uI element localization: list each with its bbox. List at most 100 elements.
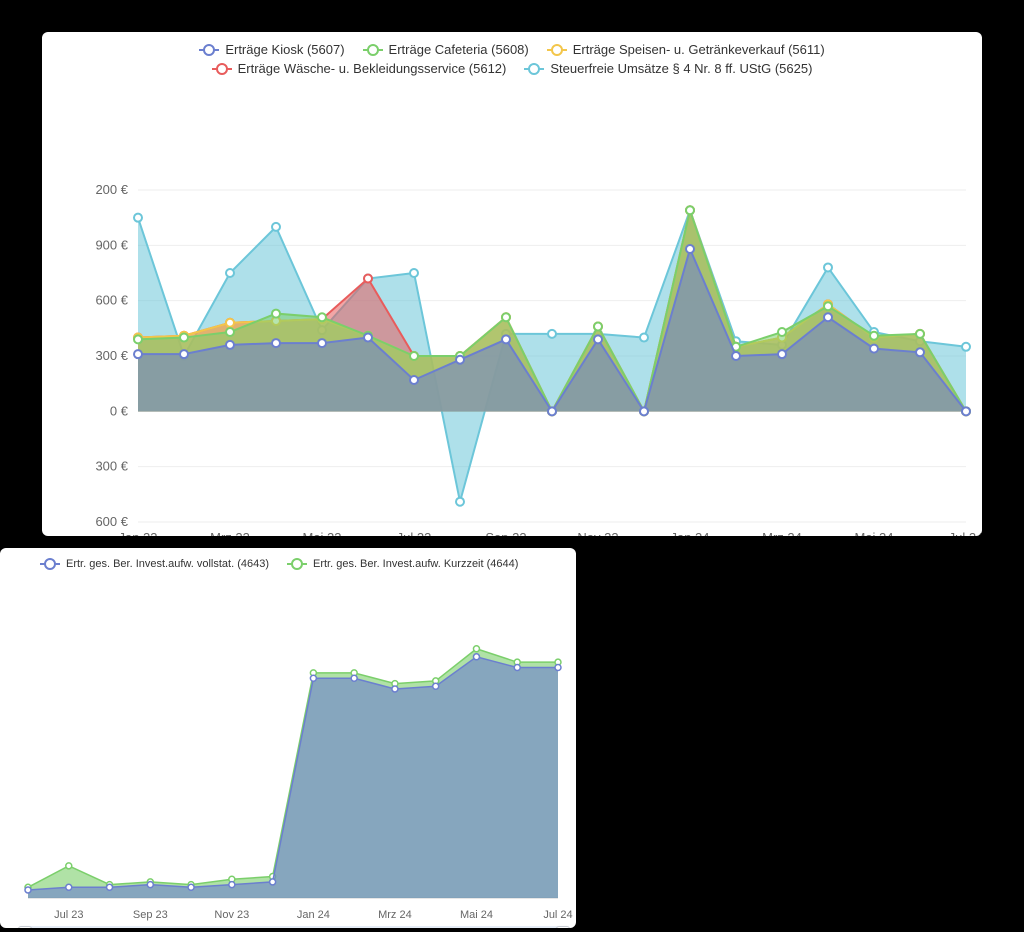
chart2-range-handle-left[interactable]: [18, 926, 32, 928]
marker-speisen-2[interactable]: [226, 319, 234, 327]
svg-text:Jan 24: Jan 24: [670, 530, 709, 536]
marker-steuerfrei-9[interactable]: [548, 330, 556, 338]
svg-text:Mai 24: Mai 24: [854, 530, 893, 536]
marker-kiosk-18[interactable]: [962, 407, 970, 415]
svg-text:Mai 23: Mai 23: [302, 530, 341, 536]
revenue-chart-panel: Erträge Kiosk (5607) Erträge Cafeteria (5…: [42, 32, 982, 536]
marker-kiosk-15[interactable]: [824, 313, 832, 321]
marker-kiosk-8[interactable]: [502, 335, 510, 343]
marker-vollstat-13[interactable]: [555, 665, 561, 671]
marker-kiosk-11[interactable]: [640, 407, 648, 415]
marker-kurzzeit-11[interactable]: [473, 646, 479, 652]
legend-item-kurzzeit[interactable]: Ertr. ges. Ber. Invest.aufw. Kurzzeit (4…: [287, 558, 518, 570]
legend-marker-vollstat: [40, 558, 60, 570]
marker-steuerfrei-11[interactable]: [640, 334, 648, 342]
svg-text:Nov 23: Nov 23: [577, 530, 618, 536]
marker-vollstat-2[interactable]: [107, 884, 113, 890]
marker-cafeteria-6[interactable]: [410, 352, 418, 360]
marker-kurzzeit-1[interactable]: [66, 863, 72, 869]
legend-item-kiosk[interactable]: Erträge Kiosk (5607): [199, 42, 344, 57]
svg-text:0 €: 0 €: [110, 403, 129, 418]
marker-kiosk-7[interactable]: [456, 356, 464, 364]
marker-vollstat-9[interactable]: [392, 686, 398, 692]
marker-cafeteria-15[interactable]: [824, 302, 832, 310]
marker-waesche-5[interactable]: [364, 275, 372, 283]
svg-text:Mrz 24: Mrz 24: [762, 530, 802, 536]
marker-cafeteria-0[interactable]: [134, 335, 142, 343]
marker-kiosk-13[interactable]: [732, 352, 740, 360]
marker-steuerfrei-7[interactable]: [456, 498, 464, 506]
marker-cafeteria-12[interactable]: [686, 206, 694, 214]
marker-steuerfrei-18[interactable]: [962, 343, 970, 351]
svg-text:600 €: 600 €: [95, 514, 128, 529]
marker-steuerfrei-3[interactable]: [272, 223, 280, 231]
marker-cafeteria-2[interactable]: [226, 328, 234, 336]
legend-item-vollstat[interactable]: Ertr. ges. Ber. Invest.aufw. vollstat. (…: [40, 558, 269, 570]
svg-text:Jan 24: Jan 24: [297, 909, 330, 921]
marker-vollstat-12[interactable]: [514, 665, 520, 671]
marker-vollstat-6[interactable]: [270, 879, 276, 885]
marker-cafeteria-10[interactable]: [594, 322, 602, 330]
marker-kiosk-6[interactable]: [410, 376, 418, 384]
legend-marker-kurzzeit: [287, 558, 307, 570]
svg-text:Jan 23: Jan 23: [118, 530, 157, 536]
marker-cafeteria-3[interactable]: [272, 310, 280, 318]
svg-text:Mrz 23: Mrz 23: [210, 530, 250, 536]
svg-text:600 €: 600 €: [95, 293, 128, 308]
chart2-svg: Jul 23Sep 23Nov 23Jan 24Mrz 24Mai 24Jul …: [0, 574, 576, 922]
legend-item-steuerfrei[interactable]: Steuerfreie Umsätze § 4 Nr. 8 ff. UStG (…: [524, 61, 812, 76]
marker-kiosk-10[interactable]: [594, 335, 602, 343]
legend-label-cafeteria: Erträge Cafeteria (5608): [389, 42, 529, 57]
chart2-navigator-mini: [24, 926, 564, 928]
legend-label-steuerfrei: Steuerfreie Umsätze § 4 Nr. 8 ff. UStG (…: [550, 61, 812, 76]
marker-kiosk-0[interactable]: [134, 350, 142, 358]
marker-vollstat-0[interactable]: [25, 887, 31, 893]
legend-item-waesche[interactable]: Erträge Wäsche- u. Bekleidungsservice (5…: [212, 61, 507, 76]
marker-vollstat-1[interactable]: [66, 884, 72, 890]
marker-kiosk-1[interactable]: [180, 350, 188, 358]
marker-kiosk-5[interactable]: [364, 334, 372, 342]
chart2-range-handle-right[interactable]: [556, 926, 570, 928]
marker-kiosk-2[interactable]: [226, 341, 234, 349]
marker-cafeteria-14[interactable]: [778, 328, 786, 336]
marker-cafeteria-16[interactable]: [870, 332, 878, 340]
svg-text:300 €: 300 €: [95, 459, 128, 474]
legend-marker-kiosk: [199, 44, 219, 56]
chart2-legend: Ertr. ges. Ber. Invest.aufw. vollstat. (…: [0, 548, 576, 574]
chart2-range-selector[interactable]: [24, 926, 564, 928]
marker-cafeteria-4[interactable]: [318, 313, 326, 321]
svg-text:Jul 23: Jul 23: [54, 909, 83, 921]
marker-vollstat-4[interactable]: [188, 884, 194, 890]
marker-kiosk-16[interactable]: [870, 345, 878, 353]
svg-text:Jul 23: Jul 23: [397, 530, 432, 536]
marker-vollstat-11[interactable]: [473, 654, 479, 660]
marker-vollstat-8[interactable]: [351, 675, 357, 681]
legend-item-speisen[interactable]: Erträge Speisen- u. Getränkeverkauf (561…: [547, 42, 825, 57]
legend-marker-waesche: [212, 63, 232, 75]
marker-steuerfrei-2[interactable]: [226, 269, 234, 277]
marker-cafeteria-1[interactable]: [180, 334, 188, 342]
svg-text:Sep 23: Sep 23: [133, 909, 168, 921]
svg-text:Mrz 24: Mrz 24: [378, 909, 412, 921]
marker-kiosk-9[interactable]: [548, 407, 556, 415]
marker-kiosk-3[interactable]: [272, 339, 280, 347]
marker-vollstat-5[interactable]: [229, 882, 235, 888]
marker-vollstat-10[interactable]: [433, 683, 439, 689]
chart2-plot-area: Jul 23Sep 23Nov 23Jan 24Mrz 24Mai 24Jul …: [0, 574, 576, 922]
marker-steuerfrei-15[interactable]: [824, 263, 832, 271]
marker-cafeteria-17[interactable]: [916, 330, 924, 338]
legend-marker-speisen: [547, 44, 567, 56]
marker-vollstat-3[interactable]: [147, 882, 153, 888]
marker-cafeteria-8[interactable]: [502, 313, 510, 321]
marker-vollstat-7[interactable]: [310, 675, 316, 681]
marker-kiosk-12[interactable]: [686, 245, 694, 253]
legend-item-cafeteria[interactable]: Erträge Cafeteria (5608): [363, 42, 529, 57]
legend-label-kurzzeit: Ertr. ges. Ber. Invest.aufw. Kurzzeit (4…: [313, 558, 518, 570]
marker-kiosk-14[interactable]: [778, 350, 786, 358]
investment-chart-panel: Ertr. ges. Ber. Invest.aufw. vollstat. (…: [0, 548, 576, 928]
marker-steuerfrei-0[interactable]: [134, 214, 142, 222]
marker-steuerfrei-6[interactable]: [410, 269, 418, 277]
svg-text:Jul 24: Jul 24: [543, 909, 572, 921]
marker-kiosk-17[interactable]: [916, 348, 924, 356]
marker-kiosk-4[interactable]: [318, 339, 326, 347]
